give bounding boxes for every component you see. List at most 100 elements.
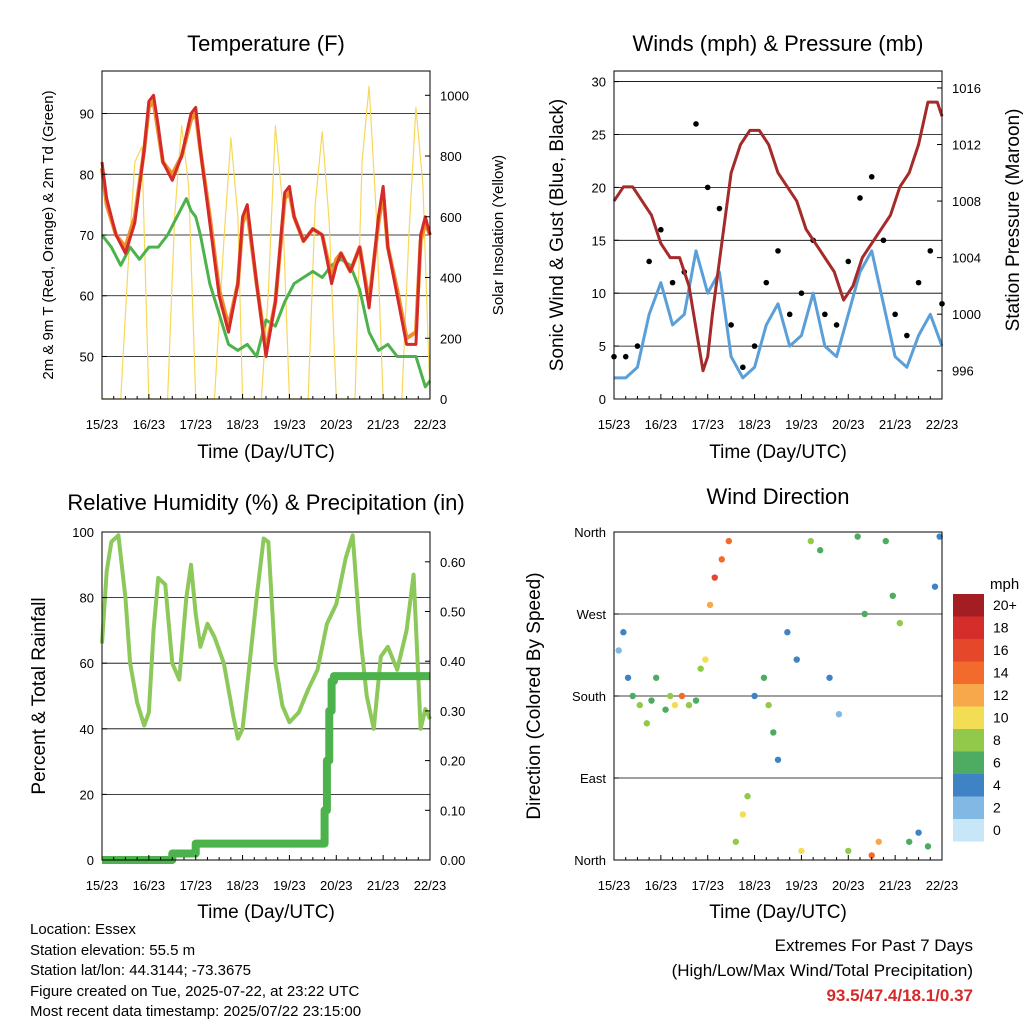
winds-ylabel-right: Station Pressure (Maroon) xyxy=(1003,109,1024,332)
direction-point xyxy=(744,793,751,800)
direction-point xyxy=(936,533,943,540)
direction-point xyxy=(652,674,660,681)
x-tick-label: 15/23 xyxy=(598,417,631,432)
station-info: Location: Essex Station elevation: 55.5 … xyxy=(30,920,361,1023)
temperature-title: Temperature (F) xyxy=(187,31,345,56)
right-y-tick-label: 0.00 xyxy=(440,853,465,868)
legend-label: 10 xyxy=(993,710,1009,726)
right-y-tick-label: 1012 xyxy=(952,138,981,153)
gust-point xyxy=(904,332,910,339)
gust-point xyxy=(822,311,828,318)
legend-swatch xyxy=(953,751,984,774)
gust-point xyxy=(845,258,852,265)
legend-swatch xyxy=(953,684,984,707)
direction-point xyxy=(702,656,709,663)
humidity-ylabel-left: Percent & Total Rainfall xyxy=(29,597,50,794)
x-tick-label: 18/23 xyxy=(738,878,771,893)
legend-label: 18 xyxy=(993,620,1009,636)
relative-humidity-line xyxy=(100,533,432,741)
gust-point xyxy=(669,279,676,286)
left-y-tick-label: 0 xyxy=(87,853,94,868)
direction-point xyxy=(882,537,889,545)
x-tick-label: 22/23 xyxy=(414,878,447,893)
extremes-subheading: (High/Low/Max Wind/Total Precipitation) xyxy=(671,961,973,980)
humidity-axes: 0 20 40 60 80 100 0.00 0.10 0.20 0.30 0.40 0.50 0.60… xyxy=(72,525,465,893)
gust-point xyxy=(751,343,758,349)
direction-point xyxy=(798,847,805,855)
legend-label: 12 xyxy=(993,687,1009,703)
x-tick-label: 18/23 xyxy=(226,417,259,432)
legend-label: 8 xyxy=(993,732,1001,748)
x-tick-label: 17/23 xyxy=(691,417,724,432)
gust-point xyxy=(798,290,805,296)
left-y-tick-label: 60 xyxy=(80,289,94,304)
left-y-tick-label: 70 xyxy=(80,228,94,243)
right-y-tick-label: 0.60 xyxy=(440,555,465,570)
legend-label: 2 xyxy=(993,800,1001,816)
direction-title: Wind Direction xyxy=(706,484,849,509)
direction-gridlines xyxy=(614,531,942,861)
x-tick-label: 19/23 xyxy=(785,878,818,893)
gust-point xyxy=(658,226,664,233)
legend-swatch xyxy=(953,796,984,819)
x-tick-label: 15/23 xyxy=(598,878,631,893)
direction-point xyxy=(896,619,904,627)
legend-label: 20+ xyxy=(993,597,1017,613)
direction-point xyxy=(751,692,758,700)
right-y-tick-label: 0.20 xyxy=(440,754,465,769)
temperature-ylabel-right: Solar Insolation (Yellow) xyxy=(490,155,507,315)
right-y-tick-label: 0 xyxy=(440,392,447,407)
legend-swatch xyxy=(953,639,984,662)
direction-xlabel: Time (Day/UTC) xyxy=(709,902,847,923)
direction-point xyxy=(765,701,772,709)
left-y-tick-label: 20 xyxy=(592,180,606,195)
direction-point xyxy=(718,556,725,563)
x-tick-label: 17/23 xyxy=(691,878,724,893)
winds-panel: Winds (mph) & Pressure (mb) 0 5 10 15 20 25 30… xyxy=(547,31,1024,463)
x-tick-label: 22/23 xyxy=(926,417,959,432)
right-y-tick-label: 0.40 xyxy=(440,654,465,669)
right-y-tick-label: 996 xyxy=(952,364,974,379)
direction-point xyxy=(915,829,922,836)
gust-point xyxy=(786,311,793,318)
x-tick-label: 21/23 xyxy=(879,417,912,432)
direction-point xyxy=(774,756,782,763)
direction-point xyxy=(931,583,939,590)
temperature-series xyxy=(100,85,432,400)
humidity-panel: Relative Humidity (%) & Precipitation (i… xyxy=(29,490,465,923)
winds-axes: 0 5 10 15 20 25 30 996 1000 1004 1008 1012 1016 15/23… xyxy=(592,75,981,432)
right-y-tick-label: 0.50 xyxy=(440,605,465,620)
temperature-axes: 50 60 70 80 90 0 200 400 600 800 1000 15/23 16/23 17/… xyxy=(80,88,469,432)
gust-point xyxy=(868,174,875,180)
legend-swatch xyxy=(953,616,984,639)
gust-point xyxy=(646,258,652,265)
direction-point xyxy=(854,533,861,540)
gust-point xyxy=(634,343,641,349)
direction-point xyxy=(629,692,636,700)
direction-point xyxy=(662,706,669,713)
direction-point xyxy=(826,674,833,681)
x-tick-label: 17/23 xyxy=(179,878,212,893)
direction-point xyxy=(697,665,704,672)
direction-point xyxy=(692,697,700,704)
direction-point xyxy=(835,711,843,718)
left-y-tick-label: 20 xyxy=(80,787,94,802)
gust-point xyxy=(775,248,781,254)
x-tick-label: 19/23 xyxy=(273,417,306,432)
humidity-title: Relative Humidity (%) & Precipitation (i… xyxy=(67,490,464,515)
left-y-tick-label: East xyxy=(580,771,606,786)
x-tick-label: 17/23 xyxy=(179,417,212,432)
gust-point xyxy=(880,237,887,244)
direction-point xyxy=(784,629,791,636)
x-tick-label: 16/23 xyxy=(645,417,678,432)
left-y-tick-label: 10 xyxy=(592,286,606,301)
gust-point xyxy=(927,248,934,254)
extremes-values: 93.5/47.4/18.1/0.37 xyxy=(826,986,973,1005)
left-y-tick-label: 15 xyxy=(592,233,606,248)
direction-point xyxy=(861,610,868,618)
precipitation-line xyxy=(102,672,430,864)
left-y-tick-label: West xyxy=(577,607,607,622)
gust-point xyxy=(892,311,898,318)
temperature-ylabel-left: 2m & 9m T (Red, Orange) & 2m Td (Green) xyxy=(40,90,57,379)
right-y-tick-label: 1008 xyxy=(952,194,981,209)
